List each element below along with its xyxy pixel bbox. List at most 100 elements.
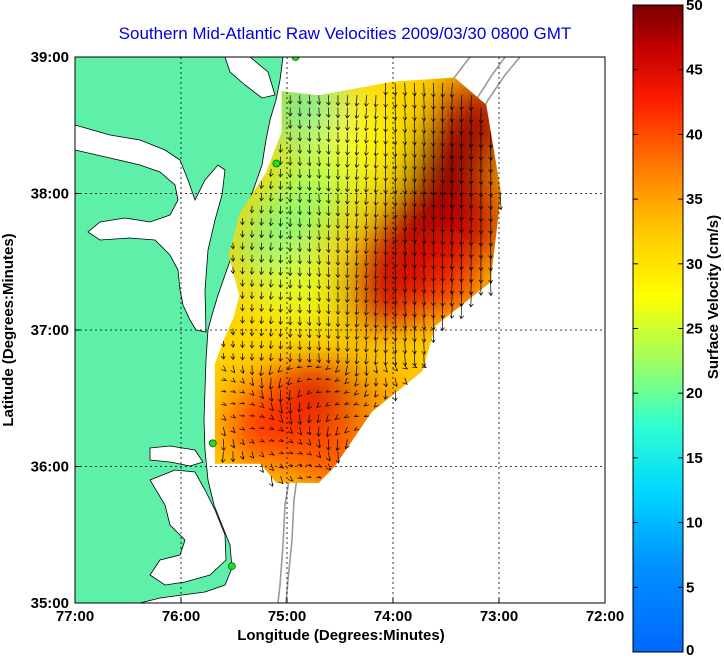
velocity-arrow-604 [239, 402, 245, 405]
velocity-arrow-634 [363, 414, 370, 417]
velocity-arrow-386 [326, 279, 331, 290]
velocity-arrow-0 [383, 82, 388, 96]
velocity-arrow-161 [488, 168, 493, 186]
velocity-arrow-528 [306, 353, 312, 363]
velocity-arrow-389 [354, 279, 360, 291]
velocity-arrow-358 [316, 267, 322, 278]
velocity-arrow-324 [259, 254, 265, 263]
velocity-arrow-430 [249, 304, 255, 312]
velocity-arrow-558 [382, 365, 388, 373]
velocity-arrow-486 [335, 328, 341, 340]
velocity-arrow-27 [468, 95, 474, 112]
velocity-arrow-485 [326, 328, 331, 340]
velocity-arrow-685 [268, 476, 274, 487]
velocity-arrow-380 [269, 279, 274, 288]
velocity-arrow-620 [230, 414, 237, 419]
velocity-arrow-508 [326, 340, 331, 352]
velocity-arrow-70 [287, 132, 293, 142]
velocity-arrow-128 [402, 156, 408, 170]
colorbar-tick-label-3: 35 [686, 191, 703, 208]
velocity-arrow-608 [278, 402, 283, 414]
velocity-arrow-412 [316, 291, 322, 302]
velocity-arrow-455 [259, 316, 265, 325]
velocity-arrow-579 [373, 377, 379, 387]
velocity-arrow-357 [306, 267, 312, 277]
velocity-arrow-639 [259, 426, 265, 430]
velocity-arrow-153 [412, 168, 417, 183]
velocity-arrow-535 [373, 353, 379, 366]
velocity-arrow-258 [421, 218, 427, 233]
velocity-arrow-214 [259, 205, 265, 214]
velocity-arrow-297 [269, 242, 274, 251]
velocity-arrow-310 [392, 242, 398, 256]
velocity-arrow-545 [259, 365, 264, 377]
velocity-arrow-622 [249, 414, 255, 417]
colorbar-tick-label-10: 0 [686, 642, 694, 659]
velocity-arrow-413 [326, 291, 331, 303]
albemarle-sound [149, 445, 204, 467]
velocity-arrow-458 [287, 316, 293, 326]
velocity-arrow-157 [449, 168, 455, 184]
velocity-arrow-4 [421, 82, 427, 97]
velocity-arrow-522 [249, 353, 255, 361]
velocity-arrow-278 [354, 230, 360, 242]
velocity-arrow-257 [412, 218, 417, 232]
velocity-arrow-268 [259, 230, 265, 239]
velocity-arrow-168 [316, 181, 322, 192]
velocity-arrow-36 [364, 107, 369, 120]
velocity-arrow-125 [373, 156, 379, 169]
velocity-arrow-66 [449, 119, 455, 135]
velocity-arrow-571 [296, 377, 303, 383]
velocity-arrow-659 [306, 439, 312, 446]
velocity-arrow-649 [353, 426, 360, 431]
velocity-arrow-368 [412, 267, 417, 281]
velocity-arrow-25 [449, 95, 455, 111]
velocity-arrow-390 [364, 279, 369, 292]
velocity-arrow-234 [449, 205, 455, 221]
velocity-arrow-336 [373, 254, 379, 268]
velocity-arrow-31 [316, 107, 322, 118]
velocity-arrow-445 [392, 304, 398, 318]
velocity-arrow-448 [421, 304, 427, 319]
velocity-arrow-350 [240, 267, 245, 275]
velocity-arrow-229 [402, 205, 408, 219]
velocity-arrow-474 [440, 316, 446, 332]
velocity-arrow-46 [459, 107, 464, 123]
velocity-arrow-95 [306, 144, 312, 155]
velocity-arrow-623 [259, 414, 266, 418]
velocity-arrow-353 [269, 267, 274, 276]
velocity-arrow-58 [373, 119, 379, 133]
velocity-arrow-309 [383, 242, 388, 256]
velocity-arrow-402 [478, 279, 484, 296]
velocity-arrow-67 [459, 119, 464, 135]
velocity-arrow-627 [297, 414, 302, 426]
velocity-arrow-503 [278, 340, 284, 350]
velocity-arrow-460 [306, 316, 312, 327]
y-tick-label-4: 35:00 [31, 595, 69, 612]
velocity-arrow-134 [459, 156, 464, 172]
velocity-arrow-186 [488, 181, 493, 198]
velocity-arrow-332 [335, 254, 341, 266]
velocity-arrow-494 [412, 328, 417, 343]
velocity-cell-9 [227, 387, 304, 464]
velocity-arrow-47 [468, 107, 474, 124]
x-axis: 77:00 76:00 75:00 74:00 73:00 72:00 [56, 598, 624, 625]
velocity-arrow-298 [278, 242, 284, 252]
velocity-arrows [220, 82, 503, 487]
velocity-arrow-581 [392, 377, 398, 387]
velocity-arrow-223 [345, 205, 350, 218]
velocity-arrow-635 [221, 426, 226, 437]
velocity-arrow-164 [278, 181, 284, 190]
velocity-arrow-392 [383, 279, 388, 293]
velocity-arrow-276 [335, 230, 341, 242]
velocity-arrow-213 [249, 205, 255, 214]
velocity-arrow-660 [316, 439, 321, 449]
velocity-arrow-678 [268, 463, 274, 472]
x-tick-label-1: 76:00 [162, 608, 200, 625]
velocity-arrow-75 [335, 132, 341, 144]
velocity-arrow-50 [297, 119, 302, 130]
velocity-arrow-381 [278, 279, 284, 289]
velocity-arrow-468 [383, 316, 388, 330]
velocity-arrow-274 [316, 230, 322, 241]
velocity-arrow-407 [269, 291, 274, 300]
